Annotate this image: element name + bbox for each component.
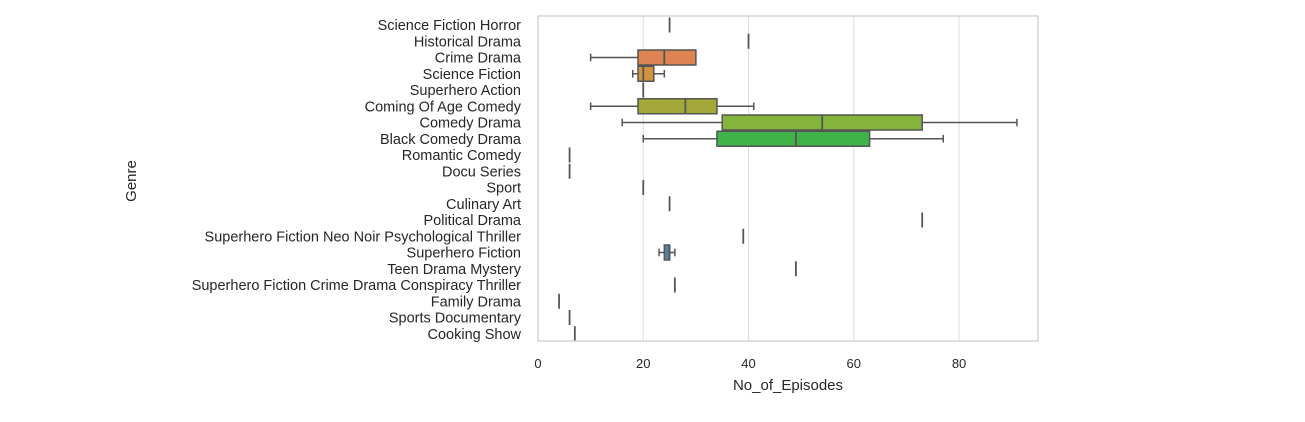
box-iqr <box>637 65 655 82</box>
box-3 <box>589 49 697 66</box>
x-gridlines <box>642 16 960 341</box>
box-4 <box>631 65 666 82</box>
box-6 <box>589 98 755 115</box>
x-tick-label: 60 <box>847 356 861 371</box>
y-tick-label: Science Fiction Horror <box>378 18 522 34</box>
box-iqr <box>637 49 697 66</box>
box-iqr <box>716 130 871 147</box>
box-15 <box>658 244 676 261</box>
y-tick-label: Family Drama <box>431 294 522 310</box>
y-tick-label: Sport <box>486 181 521 197</box>
y-tick-label: Superhero Action <box>410 83 521 99</box>
x-tick-label: 40 <box>741 356 755 371</box>
box-series <box>558 17 1018 342</box>
y-tick-label: Superhero Fiction Crime Drama Conspiracy… <box>192 278 521 294</box>
box-iqr <box>637 98 718 115</box>
y-tick-label: Teen Drama Mystery <box>387 262 522 278</box>
y-tick-label: Superhero Fiction Neo Noir Psychological… <box>205 229 522 245</box>
y-tick-label: Sports Documentary <box>389 311 522 327</box>
x-tick-label: 0 <box>534 356 541 371</box>
x-tick-label: 20 <box>636 356 650 371</box>
y-tick-label: Black Comedy Drama <box>380 132 522 148</box>
box-7 <box>621 114 1018 131</box>
x-tick-label: 80 <box>952 356 966 371</box>
y-tick-label: Science Fiction <box>423 67 521 83</box>
y-tick-label: Coming Of Age Comedy <box>365 99 522 115</box>
y-tick-label: Romantic Comedy <box>402 148 522 164</box>
y-tick-label: Crime Drama <box>435 51 522 67</box>
y-tick-label: Comedy Drama <box>419 116 521 132</box>
x-axis-label: No_of_Episodes <box>733 377 843 394</box>
y-axis-label: Genre <box>123 160 140 202</box>
plot-background <box>538 16 1038 341</box>
y-tick-label: Historical Drama <box>414 34 522 50</box>
y-tick-label: Culinary Art <box>446 197 521 213</box>
y-tick-label: Superhero Fiction <box>407 246 521 262</box>
x-tick-labels: 0 20 40 60 80 <box>534 356 966 371</box>
box-8 <box>642 130 945 147</box>
y-tick-label: Cooking Show <box>428 327 522 343</box>
y-tick-label: Political Drama <box>424 213 522 229</box>
plot-frame <box>537 15 1039 342</box>
y-tick-label: Docu Series <box>442 164 521 180</box>
